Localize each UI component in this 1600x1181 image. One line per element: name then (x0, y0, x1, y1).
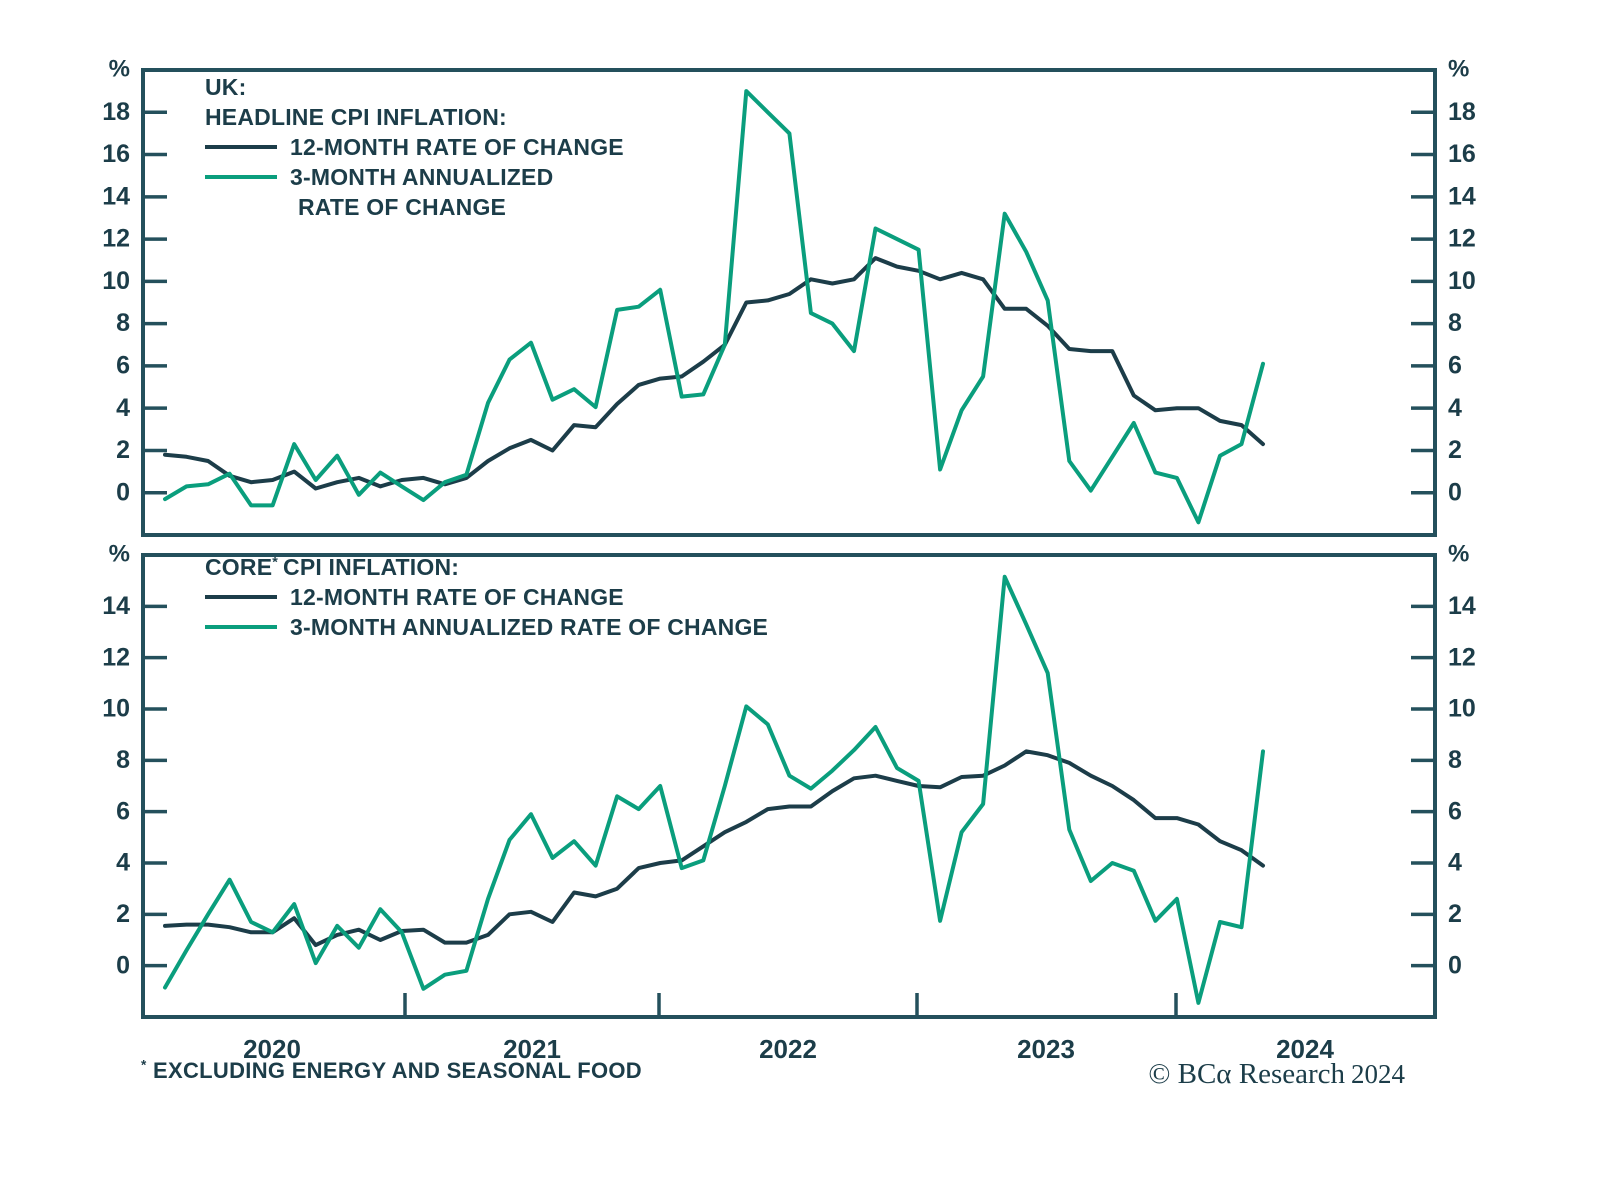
chart-title: UK: (205, 74, 247, 100)
series-line-green (163, 89, 1265, 525)
series-line-green (163, 574, 1265, 1005)
y-tick-label-right: 12 (1448, 643, 1476, 671)
y-axis-unit-left: % (109, 540, 130, 567)
green-line-swatch-icon (205, 625, 277, 629)
legend-item-12-month: 12-MONTH RATE OF CHANGE (205, 582, 768, 612)
legend-item-3-month: 3-MONTH ANNUALIZED RATE OF CHANGE (205, 612, 768, 642)
y-tick-label-right: 18 (1448, 98, 1476, 126)
y-tick-label-left: 12 (102, 225, 130, 253)
legend-label: 12-MONTH RATE OF CHANGE (290, 584, 624, 610)
y-tick-label-left: 0 (116, 478, 130, 506)
y-tick-label-left: 4 (116, 849, 130, 877)
y-tick-label-right: 8 (1448, 746, 1462, 774)
y-tick-label-left: 0 (116, 951, 130, 979)
footnote-marker: * (141, 1057, 147, 1073)
legend-item-3-month: 3-MONTH ANNUALIZED RATE OF CHANGE (205, 162, 624, 222)
y-tick-label-left: 10 (102, 695, 130, 723)
y-tick-label-left: 14 (102, 182, 130, 210)
y-tick-label-left: 10 (102, 267, 130, 295)
y-tick-label-right: 10 (1448, 695, 1476, 723)
dark-line-swatch-icon (205, 595, 277, 599)
y-tick-label-right: 2 (1448, 436, 1462, 464)
legend-label-line2: RATE OF CHANGE (298, 194, 507, 220)
y-tick-label-left: 2 (116, 900, 130, 928)
y-axis-unit-left: % (109, 55, 130, 82)
y-tick-label-right: 8 (1448, 309, 1462, 337)
y-tick-label-right: 2 (1448, 900, 1462, 928)
y-tick-label-left: 14 (102, 592, 130, 620)
footnote-text: EXCLUDING ENERGY AND SEASONAL FOOD (153, 1058, 642, 1083)
series-line-dark (163, 749, 1265, 948)
x-tick-label-year: 2023 (1017, 1034, 1075, 1064)
copyright-year: 2024 (1351, 1059, 1405, 1089)
y-tick-label-left: 6 (116, 797, 130, 825)
y-tick-label-right: 16 (1448, 140, 1476, 168)
y-tick-label-right: 0 (1448, 478, 1462, 506)
footnote: * EXCLUDING ENERGY AND SEASONAL FOOD (141, 1058, 642, 1084)
title-text: CORE (205, 554, 273, 580)
y-tick-label-left: 6 (116, 352, 130, 380)
plot-frame (141, 68, 1437, 537)
y-tick-label-right: 4 (1448, 394, 1462, 422)
legend-label-line1: 3-MONTH ANNUALIZED (290, 164, 554, 190)
chart-title: CORE* CPI INFLATION: (205, 552, 768, 582)
y-tick-label-left: 18 (102, 98, 130, 126)
title-text: CPI INFLATION: (283, 554, 460, 580)
legend-label: 3-MONTH ANNUALIZED RATE OF CHANGE (290, 614, 769, 640)
copyright-text: © BCα Research (1148, 1058, 1345, 1090)
y-tick-label-left: 8 (116, 746, 130, 774)
plot-frame (141, 553, 1437, 1019)
legend-label: 12-MONTH RATE OF CHANGE (290, 134, 624, 160)
y-tick-label-right: 12 (1448, 225, 1476, 253)
x-tick-label-year: 2020 (243, 1034, 301, 1064)
x-tick-label-year: 2022 (759, 1034, 817, 1064)
chart-subtitle: HEADLINE CPI INFLATION: (205, 104, 507, 130)
y-tick-label-right: 6 (1448, 797, 1462, 825)
legend-item-12-month: 12-MONTH RATE OF CHANGE (205, 132, 624, 162)
bca-research-logo: © BCα Research 2024 (1148, 1058, 1405, 1091)
y-axis-unit-right: % (1448, 55, 1469, 82)
y-tick-label-left: 12 (102, 643, 130, 671)
y-tick-label-right: 6 (1448, 352, 1462, 380)
legend-core-cpi: CORE* CPI INFLATION: 12-MONTH RATE OF CHA… (205, 552, 768, 642)
footnote-marker: * (272, 554, 279, 571)
y-tick-label-left: 4 (116, 394, 130, 422)
x-tick-label-year: 2021 (503, 1034, 561, 1064)
y-tick-label-left: 8 (116, 309, 130, 337)
y-tick-label-left: 2 (116, 436, 130, 464)
legend-headline-cpi: UK: HEADLINE CPI INFLATION: 12-MONTH RAT… (205, 72, 624, 222)
y-tick-label-right: 0 (1448, 951, 1462, 979)
x-tick-label-year: 2024 (1276, 1034, 1334, 1064)
series-line-dark (163, 256, 1265, 491)
y-tick-label-left: 16 (102, 140, 130, 168)
y-axis-unit-right: % (1448, 540, 1469, 567)
dark-line-swatch-icon (205, 145, 277, 149)
legend-label: 3-MONTH ANNUALIZED RATE OF CHANGE (290, 162, 553, 222)
y-tick-label-right: 14 (1448, 182, 1476, 210)
y-tick-label-right: 4 (1448, 849, 1462, 877)
y-tick-label-right: 14 (1448, 592, 1476, 620)
y-tick-label-right: 10 (1448, 267, 1476, 295)
green-line-swatch-icon (205, 175, 277, 179)
